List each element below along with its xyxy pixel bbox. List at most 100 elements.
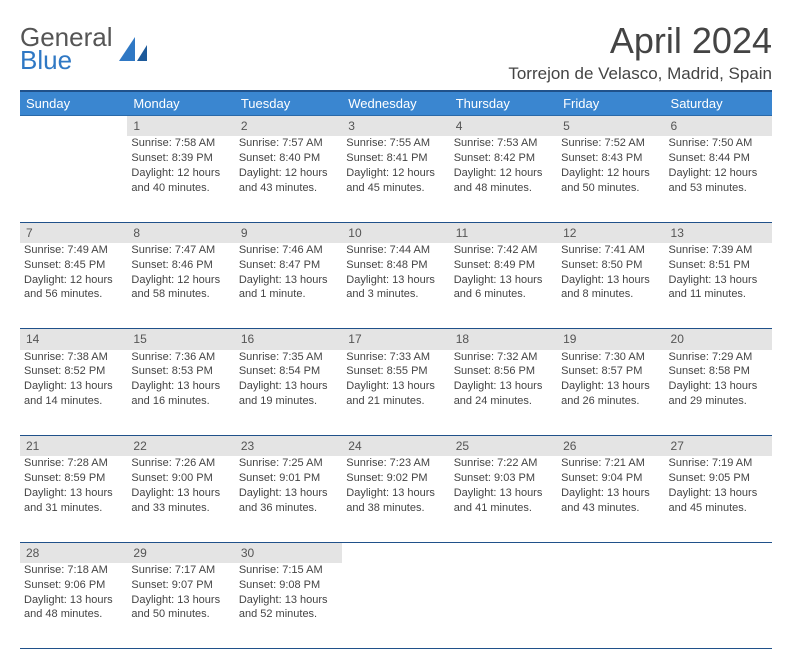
day-number-row: 14151617181920 (20, 329, 772, 350)
day-sun-info: Sunrise: 7:30 AMSunset: 8:57 PMDaylight:… (561, 350, 660, 409)
weekday-header: Thursday (450, 91, 557, 116)
day-number-cell: 16 (235, 329, 342, 350)
logo-sail-icon (117, 35, 149, 63)
day-number-cell: 10 (342, 222, 449, 243)
day-sun-info: Sunrise: 7:39 AMSunset: 8:51 PMDaylight:… (669, 243, 768, 302)
day-content-cell (557, 563, 664, 649)
day-number-row: 78910111213 (20, 222, 772, 243)
day-sun-info: Sunrise: 7:46 AMSunset: 8:47 PMDaylight:… (239, 243, 338, 302)
day-sun-info: Sunrise: 7:15 AMSunset: 9:08 PMDaylight:… (239, 563, 338, 622)
day-content-cell (20, 136, 127, 222)
logo-text-2: Blue (20, 45, 72, 75)
day-number-cell: 5 (557, 116, 664, 137)
day-sun-info: Sunrise: 7:23 AMSunset: 9:02 PMDaylight:… (346, 456, 445, 515)
day-content-cell: Sunrise: 7:36 AMSunset: 8:53 PMDaylight:… (127, 350, 234, 436)
day-content-cell: Sunrise: 7:41 AMSunset: 8:50 PMDaylight:… (557, 243, 664, 329)
day-sun-info: Sunrise: 7:38 AMSunset: 8:52 PMDaylight:… (24, 350, 123, 409)
day-sun-info: Sunrise: 7:55 AMSunset: 8:41 PMDaylight:… (346, 136, 445, 195)
logo: General Blue (20, 20, 149, 73)
day-content-cell: Sunrise: 7:25 AMSunset: 9:01 PMDaylight:… (235, 456, 342, 542)
day-number-cell: 12 (557, 222, 664, 243)
day-number-cell: 7 (20, 222, 127, 243)
day-number-cell: 18 (450, 329, 557, 350)
day-number-cell: 23 (235, 436, 342, 457)
day-number-cell: 17 (342, 329, 449, 350)
day-number-row: 123456 (20, 116, 772, 137)
day-content-cell: Sunrise: 7:22 AMSunset: 9:03 PMDaylight:… (450, 456, 557, 542)
day-sun-info: Sunrise: 7:53 AMSunset: 8:42 PMDaylight:… (454, 136, 553, 195)
day-number-cell: 21 (20, 436, 127, 457)
day-sun-info: Sunrise: 7:29 AMSunset: 8:58 PMDaylight:… (669, 350, 768, 409)
day-content-cell: Sunrise: 7:49 AMSunset: 8:45 PMDaylight:… (20, 243, 127, 329)
day-content-row: Sunrise: 7:18 AMSunset: 9:06 PMDaylight:… (20, 563, 772, 649)
day-sun-info: Sunrise: 7:41 AMSunset: 8:50 PMDaylight:… (561, 243, 660, 302)
day-content-cell: Sunrise: 7:32 AMSunset: 8:56 PMDaylight:… (450, 350, 557, 436)
day-sun-info: Sunrise: 7:52 AMSunset: 8:43 PMDaylight:… (561, 136, 660, 195)
day-content-row: Sunrise: 7:58 AMSunset: 8:39 PMDaylight:… (20, 136, 772, 222)
day-number-cell: 24 (342, 436, 449, 457)
day-content-cell: Sunrise: 7:33 AMSunset: 8:55 PMDaylight:… (342, 350, 449, 436)
weekday-header: Tuesday (235, 91, 342, 116)
day-content-cell (342, 563, 449, 649)
day-sun-info: Sunrise: 7:22 AMSunset: 9:03 PMDaylight:… (454, 456, 553, 515)
day-content-cell: Sunrise: 7:55 AMSunset: 8:41 PMDaylight:… (342, 136, 449, 222)
day-number-cell (450, 542, 557, 563)
day-content-cell: Sunrise: 7:58 AMSunset: 8:39 PMDaylight:… (127, 136, 234, 222)
day-content-cell: Sunrise: 7:21 AMSunset: 9:04 PMDaylight:… (557, 456, 664, 542)
day-number-cell: 19 (557, 329, 664, 350)
day-sun-info: Sunrise: 7:35 AMSunset: 8:54 PMDaylight:… (239, 350, 338, 409)
weekday-header: Monday (127, 91, 234, 116)
day-sun-info: Sunrise: 7:28 AMSunset: 8:59 PMDaylight:… (24, 456, 123, 515)
weekday-header: Wednesday (342, 91, 449, 116)
day-content-cell: Sunrise: 7:18 AMSunset: 9:06 PMDaylight:… (20, 563, 127, 649)
day-number-cell: 14 (20, 329, 127, 350)
day-number-cell: 26 (557, 436, 664, 457)
day-number-cell: 30 (235, 542, 342, 563)
day-content-row: Sunrise: 7:38 AMSunset: 8:52 PMDaylight:… (20, 350, 772, 436)
day-content-cell: Sunrise: 7:39 AMSunset: 8:51 PMDaylight:… (665, 243, 772, 329)
day-number-cell: 22 (127, 436, 234, 457)
day-content-cell: Sunrise: 7:19 AMSunset: 9:05 PMDaylight:… (665, 456, 772, 542)
day-number-cell: 27 (665, 436, 772, 457)
day-content-cell (665, 563, 772, 649)
day-sun-info: Sunrise: 7:42 AMSunset: 8:49 PMDaylight:… (454, 243, 553, 302)
day-number-cell: 13 (665, 222, 772, 243)
day-number-cell (665, 542, 772, 563)
day-content-cell: Sunrise: 7:42 AMSunset: 8:49 PMDaylight:… (450, 243, 557, 329)
day-content-cell: Sunrise: 7:52 AMSunset: 8:43 PMDaylight:… (557, 136, 664, 222)
weekday-header: Saturday (665, 91, 772, 116)
title-block: April 2024 Torrejon de Velasco, Madrid, … (508, 20, 772, 84)
day-number-cell: 29 (127, 542, 234, 563)
day-content-cell: Sunrise: 7:35 AMSunset: 8:54 PMDaylight:… (235, 350, 342, 436)
day-number-cell: 11 (450, 222, 557, 243)
day-number-cell: 2 (235, 116, 342, 137)
day-content-cell: Sunrise: 7:17 AMSunset: 9:07 PMDaylight:… (127, 563, 234, 649)
day-content-cell: Sunrise: 7:57 AMSunset: 8:40 PMDaylight:… (235, 136, 342, 222)
day-content-cell: Sunrise: 7:28 AMSunset: 8:59 PMDaylight:… (20, 456, 127, 542)
day-sun-info: Sunrise: 7:32 AMSunset: 8:56 PMDaylight:… (454, 350, 553, 409)
day-content-cell: Sunrise: 7:44 AMSunset: 8:48 PMDaylight:… (342, 243, 449, 329)
day-sun-info: Sunrise: 7:36 AMSunset: 8:53 PMDaylight:… (131, 350, 230, 409)
month-title: April 2024 (508, 20, 772, 62)
day-number-row: 282930 (20, 542, 772, 563)
day-content-cell (450, 563, 557, 649)
day-number-cell: 3 (342, 116, 449, 137)
day-sun-info: Sunrise: 7:19 AMSunset: 9:05 PMDaylight:… (669, 456, 768, 515)
day-sun-info: Sunrise: 7:50 AMSunset: 8:44 PMDaylight:… (669, 136, 768, 195)
day-content-cell: Sunrise: 7:53 AMSunset: 8:42 PMDaylight:… (450, 136, 557, 222)
day-content-cell: Sunrise: 7:30 AMSunset: 8:57 PMDaylight:… (557, 350, 664, 436)
weekday-header: Friday (557, 91, 664, 116)
location-text: Torrejon de Velasco, Madrid, Spain (508, 64, 772, 84)
weekday-header-row: Sunday Monday Tuesday Wednesday Thursday… (20, 91, 772, 116)
day-number-cell (20, 116, 127, 137)
page-header: General Blue April 2024 Torrejon de Vela… (20, 20, 772, 84)
day-sun-info: Sunrise: 7:44 AMSunset: 8:48 PMDaylight:… (346, 243, 445, 302)
day-content-cell: Sunrise: 7:46 AMSunset: 8:47 PMDaylight:… (235, 243, 342, 329)
calendar-table: Sunday Monday Tuesday Wednesday Thursday… (20, 90, 772, 649)
day-number-cell: 28 (20, 542, 127, 563)
day-sun-info: Sunrise: 7:25 AMSunset: 9:01 PMDaylight:… (239, 456, 338, 515)
day-content-cell: Sunrise: 7:50 AMSunset: 8:44 PMDaylight:… (665, 136, 772, 222)
day-content-cell: Sunrise: 7:23 AMSunset: 9:02 PMDaylight:… (342, 456, 449, 542)
day-number-cell: 15 (127, 329, 234, 350)
day-sun-info: Sunrise: 7:47 AMSunset: 8:46 PMDaylight:… (131, 243, 230, 302)
